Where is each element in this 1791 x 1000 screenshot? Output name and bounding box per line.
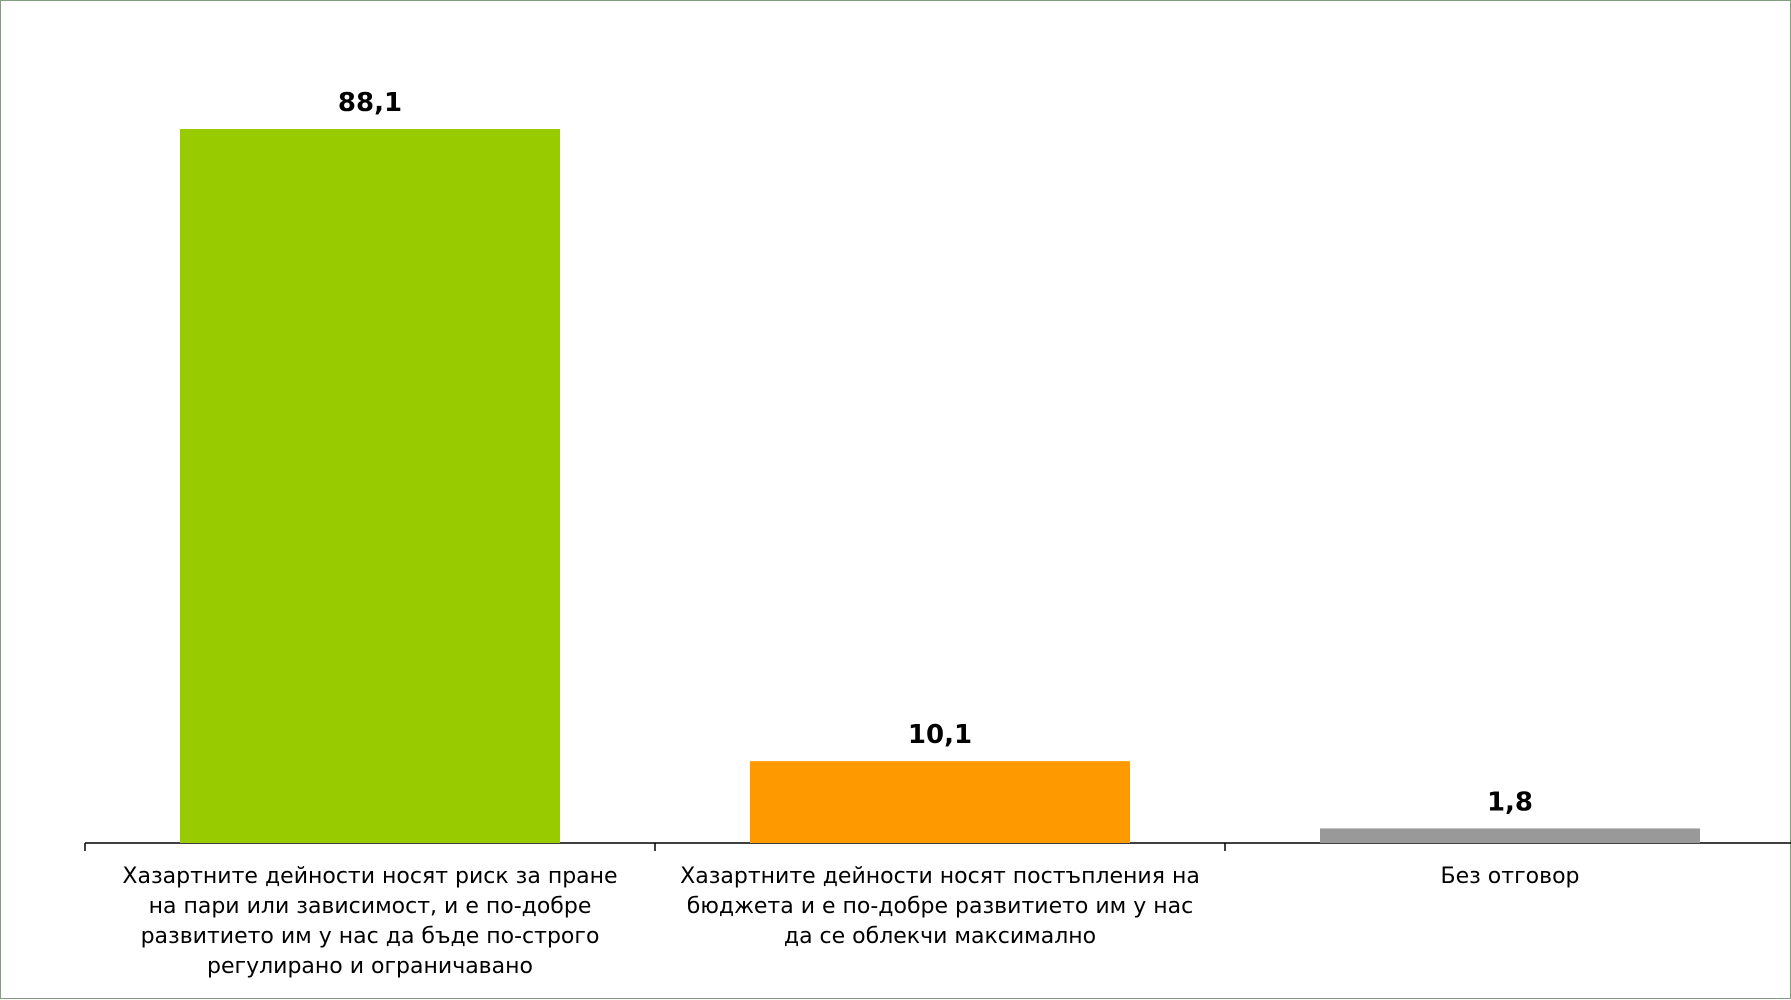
category-label-3: Без отговор (1225, 862, 1791, 892)
category-label-line: развитието им у нас да бъде по-строго (140, 924, 600, 949)
category-label-line: на пари или зависимост, и е по-добре (148, 894, 592, 919)
bar-2 (750, 761, 1130, 843)
data-label-1: 88,1 (338, 88, 402, 118)
category-label-line: Без отговор (1440, 864, 1580, 889)
bar-1 (180, 129, 560, 843)
category-label-line: Хазартните дейности носят риск за пране (122, 864, 618, 889)
category-label-line: бюджета и е по-добре развитието им у нас (686, 894, 1194, 919)
bar-3 (1320, 828, 1700, 843)
category-label-line: да се облекчи максимално (783, 924, 1097, 949)
category-label-line: Хазартните дейности носят постъпления на (680, 864, 1200, 889)
data-label-2: 10,1 (908, 720, 972, 750)
category-label-line: регулирано и ограничавано (207, 954, 533, 979)
category-label-2: Хазартните дейности носят постъпления на… (655, 862, 1225, 952)
category-label-1: Хазартните дейности носят риск за пране н… (85, 862, 655, 982)
data-label-3: 1,8 (1487, 787, 1533, 817)
